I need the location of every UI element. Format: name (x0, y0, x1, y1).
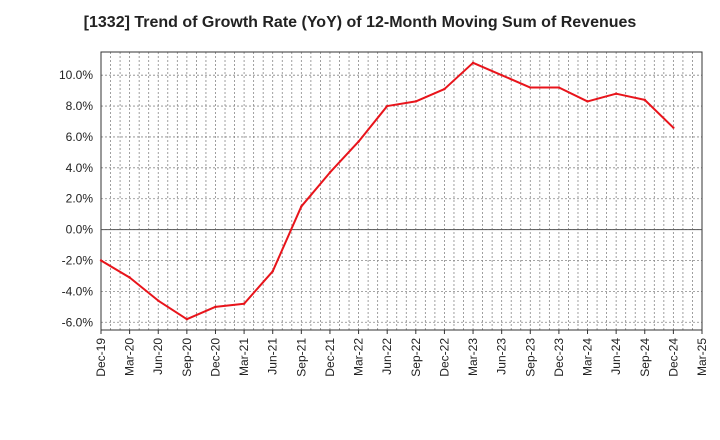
x-tick-label: Dec-19 (94, 338, 108, 377)
x-tick-label: Mar-20 (123, 338, 137, 376)
data-point (185, 317, 189, 321)
data-point (385, 104, 389, 108)
data-point (500, 73, 503, 77)
data-point (443, 87, 446, 91)
x-tick-label: Mar-22 (352, 338, 366, 376)
data-point (128, 276, 131, 279)
y-tick-label: 4.0% (66, 161, 94, 175)
x-tick-label: Dec-20 (208, 338, 222, 377)
data-point (614, 92, 618, 95)
data-point (529, 86, 532, 89)
x-tick-label: Mar-25 (695, 338, 709, 376)
data-point (414, 100, 418, 103)
x-tick-label: Jun-22 (380, 338, 394, 375)
plot-frame (100, 51, 703, 331)
x-tick-label: Jun-24 (609, 338, 623, 375)
x-tick-label: Jun-20 (151, 338, 165, 375)
x-tick-label: Sep-20 (180, 338, 194, 377)
data-point (471, 61, 475, 65)
y-tick-label: -2.0% (62, 254, 94, 268)
x-tick-label: Mar-23 (466, 338, 480, 376)
data-point (271, 270, 274, 273)
grid-layer (101, 52, 702, 330)
data-point (328, 171, 332, 174)
x-tick-label: Jun-21 (266, 338, 280, 375)
y-tick-label: 10.0% (59, 68, 93, 82)
data-point (214, 305, 217, 309)
x-tick-label: Dec-21 (323, 338, 337, 377)
tick-labels: -6.0% -4.0% -2.0% 0.0% 2.0% 4.0% 6.0% 8.0% 10.0%… (59, 68, 709, 377)
y-tick-label: 8.0% (66, 99, 94, 113)
data-point (242, 302, 246, 305)
data-point (672, 126, 675, 129)
x-tick-label: Dec-24 (666, 338, 680, 377)
x-tick-label: Mar-21 (237, 338, 251, 376)
x-tick-label: Sep-21 (294, 338, 308, 377)
y-tick-label: 0.0% (66, 223, 94, 237)
chart-title: [1332] Trend of Growth Rate (YoY) of 12-… (83, 14, 637, 31)
x-tick-label: Sep-24 (638, 338, 652, 377)
data-point (643, 98, 646, 102)
series-layer (99, 61, 675, 321)
data-point (99, 259, 103, 262)
data-point (157, 299, 160, 302)
x-tick-label: Dec-23 (552, 338, 566, 377)
y-tick-label: -4.0% (62, 284, 94, 298)
data-point (300, 205, 303, 208)
x-tick-label: Mar-24 (581, 338, 595, 376)
y-tick-label: -6.0% (62, 315, 94, 329)
axis-layer (100, 51, 703, 334)
y-tick-label: 6.0% (66, 130, 94, 144)
y-tick-label: 2.0% (66, 192, 94, 206)
data-point (586, 100, 589, 103)
x-tick-label: Jun-23 (495, 338, 509, 375)
data-point (557, 86, 561, 89)
x-tick-label: Sep-23 (523, 338, 537, 377)
x-tick-label: Sep-22 (409, 338, 423, 377)
x-tick-label: Dec-22 (437, 338, 451, 377)
data-point (357, 140, 360, 143)
